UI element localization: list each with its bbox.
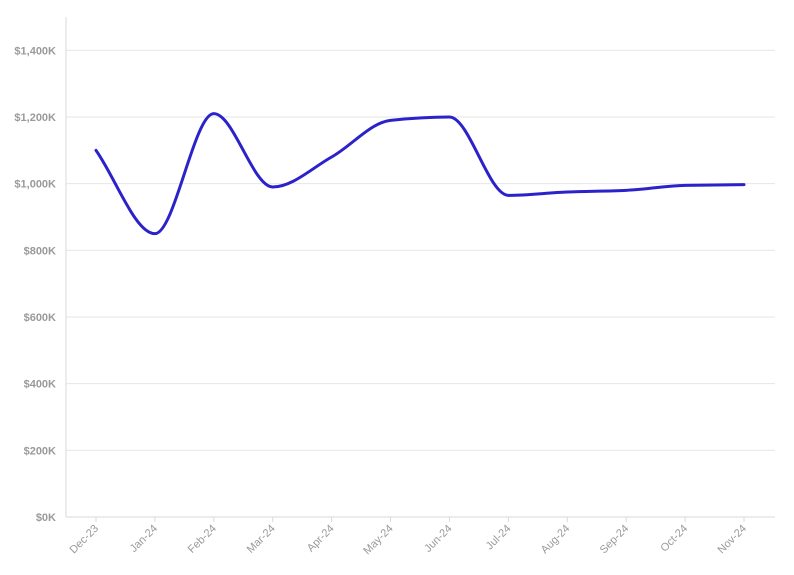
y-tick-label: $1,000K <box>14 179 56 191</box>
y-tick-label: $800K <box>24 245 56 257</box>
x-tick-label: Aug-24 <box>539 523 573 557</box>
y-tick-label: $1,200K <box>14 112 56 124</box>
y-axis-tick-labels: $0K $200K $400K $600K $800K $1,000K $1,200K $1,… <box>14 45 56 524</box>
x-tick-label: Oct-24 <box>658 523 690 555</box>
series <box>94 112 746 236</box>
x-tick-label: Mar-24 <box>245 523 278 556</box>
x-tick-label: Jan-24 <box>128 523 160 555</box>
x-tick-label: Sep-24 <box>598 523 632 557</box>
x-axis-tick-labels: Dec-23 Jan-24 Feb-24 Mar-24 Apr-24 May-24 Jun-… <box>68 523 750 557</box>
grid <box>66 49 775 451</box>
axes <box>65 17 775 522</box>
y-tick-label: $0K <box>36 512 56 524</box>
x-tick-label: Apr-24 <box>305 523 337 555</box>
x-tick-label: May-24 <box>361 523 395 557</box>
x-tick-label: Jul-24 <box>484 523 514 553</box>
series-line <box>94 112 746 236</box>
y-tick-label: $200K <box>24 445 56 457</box>
y-tick-label: $1,400K <box>14 45 56 57</box>
x-tick-label: Nov-24 <box>716 523 750 557</box>
x-tick-label: Jun-24 <box>422 523 454 555</box>
y-tick-label: $600K <box>24 312 56 324</box>
y-tick-label: $400K <box>24 379 56 391</box>
x-tick-label: Feb-24 <box>186 523 219 556</box>
x-tick-label: Dec-23 <box>68 523 102 557</box>
